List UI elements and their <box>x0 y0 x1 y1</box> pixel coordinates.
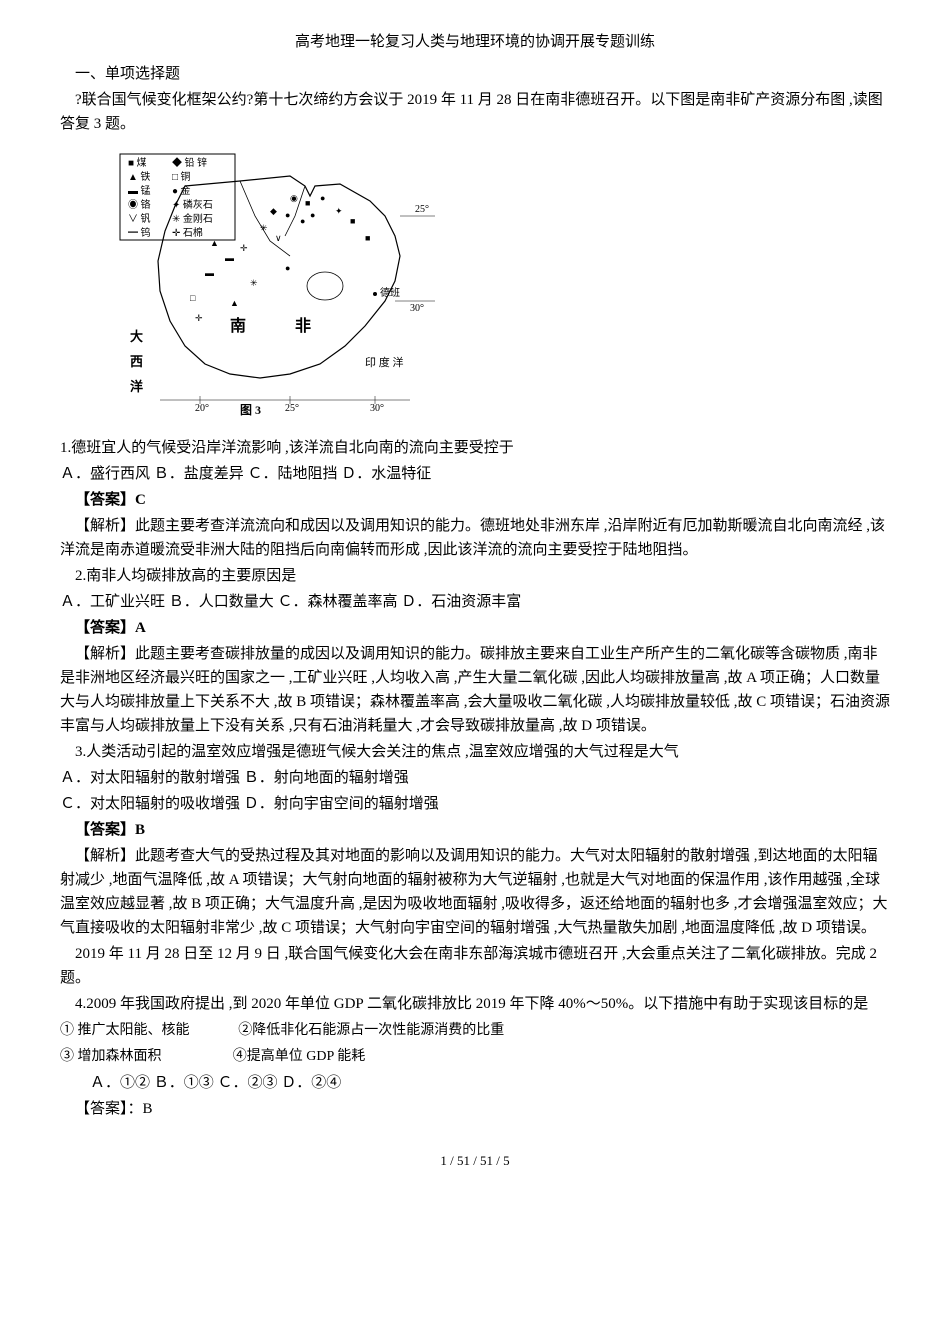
svg-text:●: ● <box>285 210 290 220</box>
q1-analysis: 【解析】此题主要考查洋流流向和成因以及调用知识的能力。德班地处非洲东岸 ,沿岸附… <box>60 514 890 562</box>
q1-text: 1.德班宜人的气候受沿岸洋流影响 ,该洋流自北向南的流向主要受控于 <box>60 436 890 460</box>
q2-analysis-label: 【解析】 <box>75 646 135 662</box>
section-header: 一、单项选择题 <box>60 62 890 86</box>
svg-text:✛: ✛ <box>240 243 248 253</box>
svg-text:▬: ▬ <box>205 268 214 278</box>
legend-chromium: ◉ 铬 <box>128 198 151 211</box>
svg-text:✦: ✦ <box>335 206 343 216</box>
label-south: 南 <box>230 316 246 335</box>
svg-text:✳: ✳ <box>250 278 258 288</box>
svg-text:●: ● <box>320 193 325 203</box>
q3-answer: 【答案】B <box>60 818 890 842</box>
q4-opt1: ① 推广太阳能、核能 <box>60 1023 190 1038</box>
q3-analysis-text: 此题考查大气的受热过程及其对地面的影响以及调用知识的能力。大气对太阳辐射的散射增… <box>60 848 888 936</box>
svg-text:◆: ◆ <box>270 206 277 216</box>
svg-text:◉: ◉ <box>290 193 298 203</box>
label-indian-ocean: 印 度 洋 <box>365 355 404 369</box>
legend-lead-zinc: ◆ 铅 锌 <box>172 156 207 169</box>
q2-text: 2.南非人均碳排放高的主要原因是 <box>60 564 890 588</box>
intro-paragraph: ?联合国气候变化框架公约?第十七次缔约方会议于 2019 年 11 月 28 日… <box>60 88 890 136</box>
legend-coal: ■ 煤 <box>128 156 147 169</box>
svg-text:✳: ✳ <box>260 223 268 233</box>
legend-asbestos: ✛ 石棉 <box>172 226 203 239</box>
q3-options-line2: Ｃ．对太阳辐射的吸收增强 Ｄ．射向宇宙空间的辐射增强 <box>60 792 890 816</box>
intro2-paragraph: 2019 年 11 月 28 日至 12 月 9 日 ,联合国气候变化大会在南非… <box>60 942 890 990</box>
legend-iron: ▲ 铁 <box>128 170 150 183</box>
q4-options: Ａ．①② Ｂ．①③ Ｃ．②③ Ｄ．②④ <box>60 1071 890 1095</box>
q1-answer-label: 【答案】 <box>75 492 135 508</box>
q2-options: Ａ．工矿业兴旺 Ｂ．人口数量大 Ｃ．森林覆盖率高 Ｄ．石油资源丰富 <box>60 590 890 614</box>
q2-analysis-text: 此题主要考查碳排放量的成因以及调用知识的能力。碳排放主要来自工业生产所产生的二氧… <box>60 646 890 734</box>
q1-answer-value: C <box>135 492 146 508</box>
q4-opt4: ④提高单位 GDP 能耗 <box>233 1049 366 1064</box>
q3-answer-label: 【答案】 <box>75 822 135 838</box>
q3-text: 3.人类活动引起的温室效应增强是德班气候大会关注的焦点 ,温室效应增强的大气过程… <box>60 740 890 764</box>
label-africa: 非 <box>295 316 311 335</box>
legend-tungsten: ━ 钨 <box>128 226 151 239</box>
svg-text:▲: ▲ <box>210 238 219 248</box>
q3-options-line1: Ａ．对太阳辐射的散射增强 Ｂ．射向地面的辐射增强 <box>60 766 890 790</box>
q2-answer: 【答案】A <box>60 616 890 640</box>
q3-answer-value: B <box>135 822 145 838</box>
q1-analysis-label: 【解析】 <box>75 518 135 534</box>
q3-analysis: 【解析】此题考查大气的受热过程及其对地面的影响以及调用知识的能力。大气对太阳辐射… <box>60 844 890 940</box>
label-atlantic-da: 大 <box>130 329 143 344</box>
q1-options: Ａ．盛行西风 Ｂ．盐度差异 Ｃ．陆地阻挡 Ｄ．水温特征 <box>60 462 890 486</box>
q2-analysis: 【解析】此题主要考查碳排放量的成因以及调用知识的能力。碳排放主要来自工业生产所产… <box>60 642 890 738</box>
q4-opts-row1: ① 推广太阳能、核能 ②降低非化石能源占一次性能源消费的比重 <box>60 1018 890 1042</box>
legend-copper: □ 铜 <box>172 171 191 183</box>
label-atlantic-yang: 洋 <box>130 379 143 394</box>
south-africa-map-svg: ■ 煤 ◆ 铅 锌 ▲ 铁 □ 铜 ▬ 锰 ● 金 ◉ 铬 ✦ 磷灰石 ∨ 钒 … <box>110 146 440 426</box>
svg-text:∨: ∨ <box>275 233 282 243</box>
svg-text:■: ■ <box>350 216 355 226</box>
label-atlantic-xi: 西 <box>130 354 143 369</box>
svg-text:✛: ✛ <box>195 313 203 323</box>
lat-25: 25° <box>415 204 429 215</box>
q4-answer-label: 【答案】 <box>75 1101 128 1117</box>
legend-vanadium: ∨ 钒 <box>128 212 151 225</box>
q4-answer: 【答案】：B <box>60 1097 890 1121</box>
page-title: 高考地理一轮复习人类与地理环境的协调开展专题训练 <box>60 30 890 54</box>
svg-text:●: ● <box>300 216 305 226</box>
q4-text: 4.2009 年我国政府提出 ,到 2020 年单位 GDP 二氧化碳排放比 2… <box>60 992 890 1016</box>
q1-analysis-text: 此题主要考查洋流流向和成因以及调用知识的能力。德班地处非洲东岸 ,沿岸附近有厄加… <box>60 518 885 558</box>
page-footer: 1 / 51 / 51 / 5 <box>60 1151 890 1172</box>
lon-20: 20° <box>195 403 209 414</box>
q2-answer-label: 【答案】 <box>75 620 135 636</box>
q4-opt3: ③ 增加森林面积 <box>60 1049 162 1064</box>
svg-text:●: ● <box>285 263 290 273</box>
svg-text:■: ■ <box>305 198 310 208</box>
svg-text:▬: ▬ <box>225 253 234 263</box>
lon-25: 25° <box>285 403 299 414</box>
lon-30: 30° <box>370 403 384 414</box>
legend-diamond: ✳ 金刚石 <box>172 212 213 225</box>
q4-answer-value: ：B <box>128 1101 153 1117</box>
q2-answer-value: A <box>135 620 146 636</box>
lat-30: 30° <box>410 303 424 314</box>
q4-opt2: ②降低非化石能源占一次性能源消费的比重 <box>238 1023 504 1038</box>
figure-label: 图 3 <box>240 403 261 417</box>
svg-text:■: ■ <box>365 233 370 243</box>
svg-text:□: □ <box>190 293 196 303</box>
svg-text:●: ● <box>310 210 315 220</box>
svg-text:▲: ▲ <box>230 298 239 308</box>
q1-answer: 【答案】C <box>60 488 890 512</box>
label-durban: 德班 <box>380 286 400 299</box>
q4-opts-row2: ③ 增加森林面积 ④提高单位 GDP 能耗 <box>60 1044 890 1068</box>
legend-manganese: ▬ 锰 <box>128 184 151 197</box>
map-figure: ■ 煤 ◆ 铅 锌 ▲ 铁 □ 铜 ▬ 锰 ● 金 ◉ 铬 ✦ 磷灰石 ∨ 钒 … <box>110 146 440 426</box>
q3-analysis-label: 【解析】 <box>75 848 135 864</box>
